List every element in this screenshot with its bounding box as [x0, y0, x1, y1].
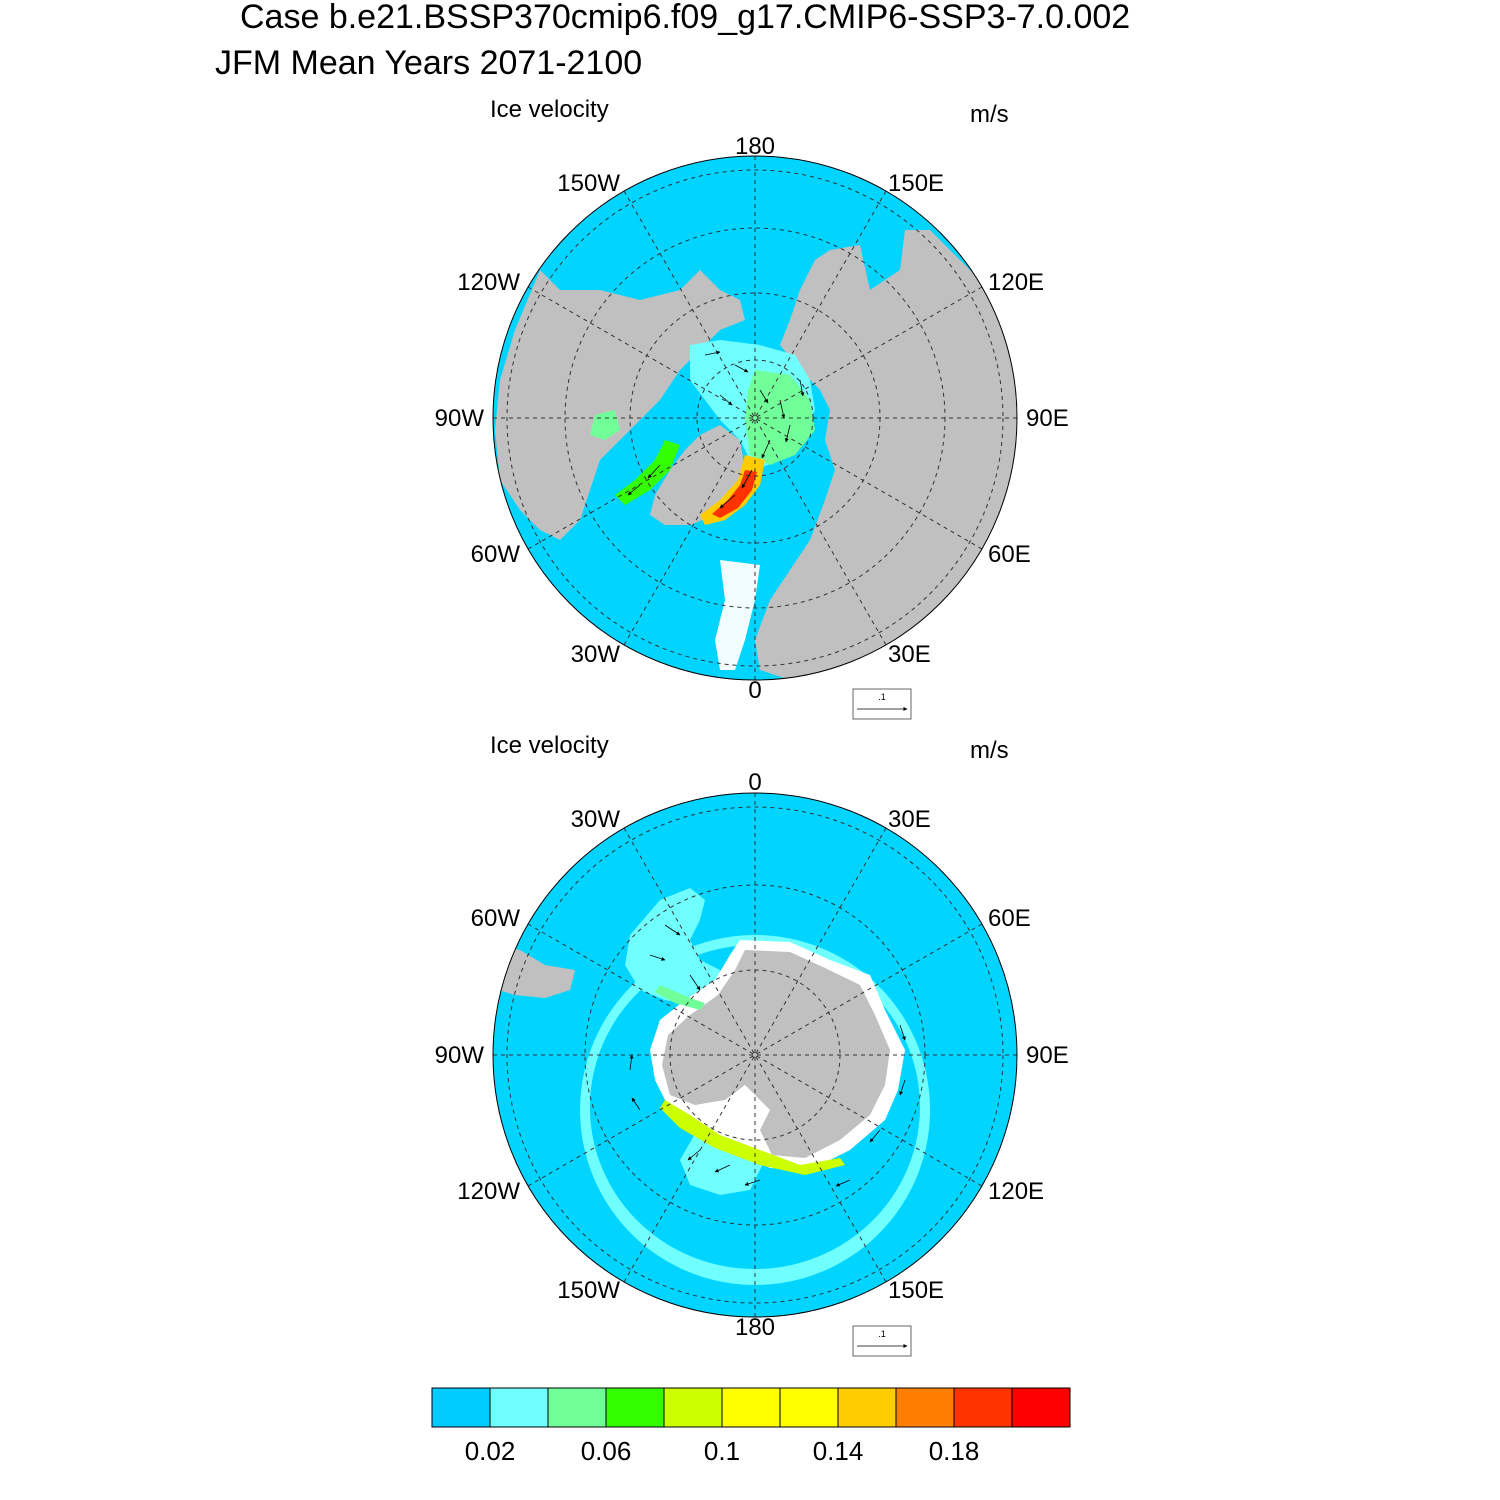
- north-lon-label: 120W: [457, 269, 520, 296]
- south-land-antarctica-interior: [662, 950, 890, 1158]
- south-lon-label: 90W: [435, 1042, 485, 1069]
- colorbar-tick-label: 0.14: [813, 1436, 864, 1466]
- north-lon-label: 150E: [888, 170, 944, 197]
- north-left-label: Ice velocity: [490, 96, 609, 123]
- north-map-border: [492, 155, 1018, 681]
- south-lon-label: 120W: [457, 1178, 520, 1205]
- south-lon-label: 180: [735, 1314, 775, 1341]
- colorbar-tick-label: 0.1: [704, 1436, 740, 1466]
- north-map: [493, 156, 1017, 680]
- south-lon-label: 150W: [557, 1277, 620, 1304]
- north-graticule: [493, 156, 1017, 680]
- colorbar-box: [837, 1387, 897, 1428]
- south-units-label: m/s: [970, 737, 1009, 764]
- south-lon-label: 60E: [988, 905, 1031, 932]
- colorbar-tick-label: 0.18: [929, 1436, 980, 1466]
- south-map-border: [492, 792, 1018, 1318]
- north-lon-label: 60E: [988, 541, 1031, 568]
- north-lon-labels: 180 150E 120E 90E 60E 30E 0 30W 60W 90W …: [435, 133, 1069, 704]
- south-ice-band-pacific: [660, 1100, 845, 1175]
- colorbar-box: [1011, 1387, 1071, 1428]
- north-lon-label: 0: [748, 677, 761, 704]
- south-lon-label: 60W: [471, 905, 521, 932]
- north-land-north-america: [495, 270, 745, 540]
- colorbar-box: [721, 1387, 781, 1428]
- north-panel: Ice velocity m/s: [435, 96, 1069, 720]
- south-lon-label: 120E: [988, 1178, 1044, 1205]
- south-lon-labels: 0 30E 60E 90E 120E 150E 180 150W 120W 90…: [435, 769, 1069, 1341]
- north-lon-label: 90E: [1026, 405, 1069, 432]
- colorbar-ticks: 0.02 0.06 0.1 0.14 0.18: [465, 1436, 980, 1466]
- north-units-label: m/s: [970, 101, 1009, 128]
- south-map: [493, 793, 1017, 1317]
- south-lon-label: 90E: [1026, 1042, 1069, 1069]
- colorbar-box: [953, 1387, 1013, 1428]
- north-lon-label: 120E: [988, 269, 1044, 296]
- south-ice-band-weddell: [655, 985, 705, 1010]
- south-reference-vector-label: .1: [878, 1329, 886, 1339]
- south-panel: Ice velocity m/s: [435, 732, 1069, 1357]
- south-lon-label: 30W: [571, 806, 621, 833]
- south-lon-label: 0: [748, 769, 761, 796]
- south-graticule: [493, 793, 1017, 1317]
- north-reference-vector-label: .1: [878, 692, 886, 702]
- colorbar-tick-label: 0.02: [465, 1436, 516, 1466]
- colorbar-box: [605, 1387, 665, 1428]
- north-lon-label: 30E: [888, 641, 931, 668]
- north-lon-label: 30W: [571, 641, 621, 668]
- north-ice-baffin: [615, 440, 680, 505]
- colorbar-box: [779, 1387, 839, 1428]
- colorbar-box: [663, 1387, 723, 1428]
- north-open-water-margin: [715, 560, 760, 670]
- north-lon-label: 150W: [557, 170, 620, 197]
- colorbar-boxes: [431, 1387, 1071, 1428]
- colorbar-box: [489, 1387, 549, 1428]
- north-vectors: [627, 350, 805, 509]
- colorbar-box: [547, 1387, 607, 1428]
- south-lon-label: 150E: [888, 1277, 944, 1304]
- north-reference-vector: .1: [852, 688, 912, 720]
- colorbar-tick-label: 0.06: [581, 1436, 632, 1466]
- north-lon-label: 180: [735, 133, 775, 160]
- colorbar-box: [431, 1387, 491, 1428]
- north-lon-label: 60W: [471, 541, 521, 568]
- north-land-eurasia: [755, 230, 1017, 680]
- north-lon-label: 90W: [435, 405, 485, 432]
- south-vectors: [629, 924, 906, 1187]
- title-line-1: Case b.e21.BSSP370cmip6.f09_g17.CMIP6-SS…: [240, 0, 1130, 36]
- south-reference-vector: .1: [852, 1325, 912, 1357]
- colorbar-box: [895, 1387, 955, 1428]
- south-lon-label: 30E: [888, 806, 931, 833]
- colorbar: 0.02 0.06 0.1 0.14 0.18: [431, 1387, 1071, 1466]
- title-line-2: JFM Mean Years 2071-2100: [215, 44, 642, 82]
- south-left-label: Ice velocity: [490, 732, 609, 759]
